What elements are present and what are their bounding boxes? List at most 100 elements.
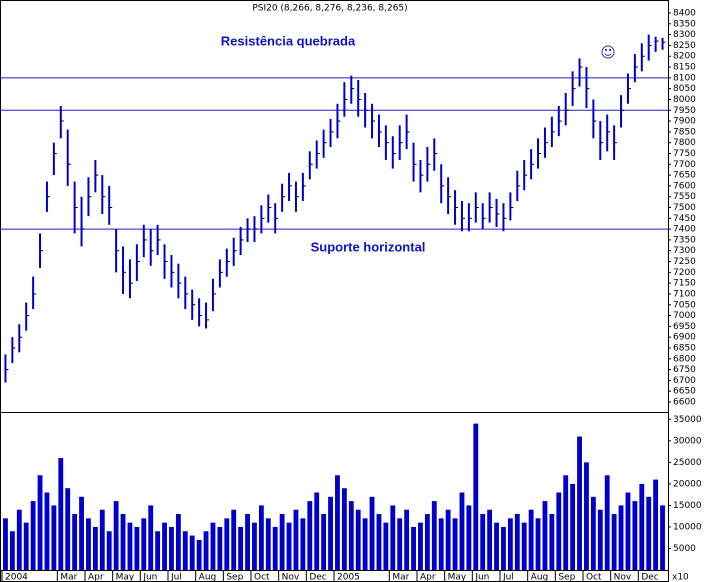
x-tick-label: May [116,573,135,582]
y-tick-label: 8000 [673,95,696,105]
y-tick-label: 7850 [673,127,696,137]
y-tick-label: 7400 [673,225,696,235]
y-tick-label: 7100 [673,289,696,299]
volume-bar [58,458,64,570]
y-tick-label: 7450 [673,214,696,224]
y-tick-label: 6900 [673,333,696,343]
volume-bar [30,501,36,570]
volume-bar [473,423,479,570]
volume-bar [175,514,181,570]
x-tick-label: Mar [60,573,77,582]
volume-bar [92,526,98,570]
y-tick-label: 7250 [673,257,696,267]
volume-bar [611,514,617,570]
volume-bar [286,522,292,570]
volume-bar [411,526,416,570]
volume-bar [514,514,520,570]
volume-bar [452,518,458,570]
volume-bar [335,475,340,570]
volume-bar [618,505,624,570]
volume-bar [16,509,22,570]
volume-unit: x10 [672,573,689,582]
volume-bar [494,522,499,570]
volume-bar [418,522,423,570]
volume-bar [438,518,444,570]
x-tick-label: Nov [614,573,632,582]
y-tick-label: 7300 [673,246,696,256]
annotation: Suporte horizontal [311,239,426,254]
y-tick-label: 6750 [673,365,696,375]
volume-bar [542,501,548,570]
y-tick-label: 8200 [673,52,696,62]
y-tick-label: 7350 [673,235,696,245]
volume-bar [445,509,451,570]
y-tick-label: 8050 [673,84,696,94]
y-tick-label: 15000 [673,501,702,511]
y-tick-label: 7700 [673,160,696,170]
volume-bar [113,501,119,570]
volume-bar [632,501,638,570]
volume-bar [653,479,659,570]
y-tick-label: 35000 [673,415,702,425]
x-tick-label: 2004 [5,573,28,582]
y-tick-label: 6800 [673,354,696,364]
volume-bar [44,492,50,570]
volume-bar [590,496,596,570]
volume-bar [549,514,555,570]
volume-bar [466,505,472,570]
y-tick-label: 30000 [673,436,702,446]
x-tick-label: Sep [226,573,243,582]
volume-bar [99,509,105,570]
volume-bar [72,514,78,570]
volume-bar [127,522,133,570]
volume-bar [293,509,299,570]
y-tick-label: 7900 [673,117,696,127]
volume-bar [563,475,569,570]
volume-bar [570,483,576,570]
volume-bar [431,501,437,570]
volume-bar [203,531,209,570]
y-tick-label: 6850 [673,343,696,353]
volume-bar [79,496,84,570]
y-tick-label: 8350 [673,19,696,29]
volume-bar [556,492,562,570]
volume-bar [86,518,91,570]
volume-bar [348,501,354,570]
x-tick-label: Aug [531,573,549,582]
volume-bar [3,518,8,570]
volume-bar [182,531,188,570]
x-tick-label: Jun [474,573,489,582]
volume-bar [217,526,223,570]
volume-bar [501,526,506,570]
volume-bar [521,522,527,570]
x-tick-label: Apr [88,573,104,582]
volume-bar [23,522,29,570]
volume-bar [424,514,430,570]
volume-bar [134,526,140,570]
volume-bar [252,522,257,570]
volume-bar [507,518,513,570]
volume-bar [265,518,271,570]
y-tick-label: 20000 [673,479,702,489]
volume-bar [397,518,403,570]
volume-bar [480,514,486,570]
y-tick-label: 8400 [673,9,696,19]
y-tick-label: 7750 [673,149,696,159]
volume-bar [300,518,306,570]
volume-bar [245,514,250,570]
volume-bar [307,501,313,570]
x-tick-label: Dec [309,573,326,582]
volume-bar [51,505,57,570]
x-tick-label: Jul [170,573,182,582]
x-tick-label: Nov [282,573,300,582]
volume-bar [162,522,167,570]
volume-bar [272,526,278,570]
volume-bar [37,475,43,570]
volume-bar [9,531,15,570]
x-tick-label: Dec [641,573,658,582]
y-tick-label: 7050 [673,300,696,310]
volume-bar [106,531,112,570]
volume-bar [189,535,195,570]
volume-bar [65,488,71,570]
x-tick-label: Mar [392,573,409,582]
